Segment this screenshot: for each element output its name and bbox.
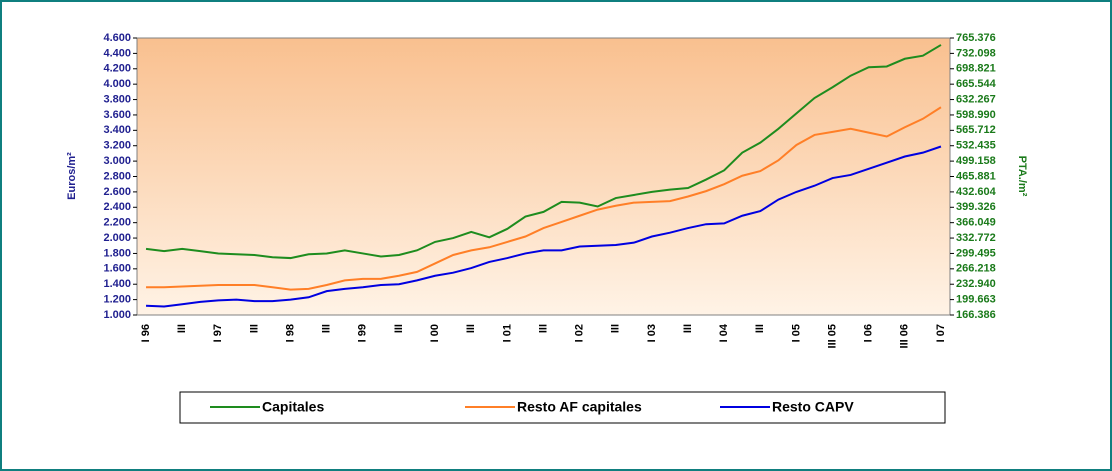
x-tick-label: I 02 bbox=[574, 324, 586, 342]
x-tick-label: I 04 bbox=[718, 323, 730, 342]
y-tick-label: 4.000 bbox=[103, 78, 131, 90]
x-tick-label: III bbox=[321, 324, 333, 333]
y-tick-label: 1.200 bbox=[103, 294, 131, 306]
y-tick-label: 4.600 bbox=[103, 32, 131, 44]
x-tick-label: I 96 bbox=[140, 324, 152, 342]
legend-label: Resto CAPV bbox=[772, 399, 854, 415]
y2-tick-label: 465.881 bbox=[956, 170, 996, 182]
y2-tick-label: 598.990 bbox=[956, 109, 996, 121]
line bbox=[145, 44, 942, 260]
y-tick-label: 1.000 bbox=[103, 309, 131, 321]
y-tick-label: 3.800 bbox=[103, 93, 131, 105]
y-tick-label: 1.400 bbox=[103, 278, 131, 290]
y-tick-label: 3.600 bbox=[103, 109, 131, 121]
x-tick-label: I 01 bbox=[501, 324, 513, 342]
y-tick-label: 2.200 bbox=[103, 217, 131, 229]
y-tick-label: 1.800 bbox=[103, 247, 131, 259]
y-tick-label: 3.000 bbox=[103, 155, 131, 167]
y-tick-label: 2.800 bbox=[103, 170, 131, 182]
y2-axis-title: PTA./m² bbox=[1016, 156, 1028, 197]
legend-label: Capitales bbox=[262, 399, 324, 415]
x-tick-label: III bbox=[176, 324, 188, 333]
y2-tick-label: 199.663 bbox=[956, 294, 996, 306]
y2-tick-label: 166.386 bbox=[956, 309, 996, 321]
x-tick-label: I 98 bbox=[284, 324, 296, 342]
x-tick-label: I 99 bbox=[357, 324, 369, 342]
x-tick-label: III 06 bbox=[899, 324, 911, 348]
y2-tick-label: 266.218 bbox=[956, 263, 996, 275]
legend-box bbox=[179, 391, 946, 424]
y-tick-label: 2.000 bbox=[103, 232, 131, 244]
y2-tick-label: 698.821 bbox=[956, 63, 996, 75]
x-tick-label: III bbox=[537, 324, 549, 333]
legend-label: Resto AF capitales bbox=[517, 399, 642, 415]
y-tick-label: 4.200 bbox=[103, 63, 131, 75]
y2-tick-label: 732.098 bbox=[956, 47, 996, 59]
y2-tick-label: 632.267 bbox=[956, 93, 996, 105]
x-tick-label: III bbox=[465, 324, 477, 333]
y2-tick-label: 432.604 bbox=[956, 186, 997, 198]
x-tick-label: I 07 bbox=[935, 324, 947, 342]
x-tick-label: III bbox=[682, 324, 694, 333]
y2-tick-label: 565.712 bbox=[956, 124, 996, 136]
y2-tick-label: 665.544 bbox=[956, 78, 997, 90]
y-tick-label: 1.600 bbox=[103, 263, 131, 275]
x-tick-label: III bbox=[248, 324, 260, 333]
y-tick-label: 2.400 bbox=[103, 201, 131, 213]
x-tick-label: III bbox=[393, 324, 405, 333]
plot-area bbox=[136, 37, 951, 316]
y2-tick-label: 232.940 bbox=[956, 278, 996, 290]
y-tick-label: 3.400 bbox=[103, 124, 131, 136]
x-tick-label: I 06 bbox=[863, 324, 875, 342]
line bbox=[146, 106, 942, 291]
x-tick-label: I 97 bbox=[212, 324, 224, 342]
y2-tick-label: 332.772 bbox=[956, 232, 996, 244]
x-tick-label: III bbox=[754, 324, 766, 333]
y2-tick-label: 366.049 bbox=[956, 217, 996, 229]
y2-tick-label: 299.495 bbox=[956, 247, 996, 259]
x-tick-label: I 00 bbox=[429, 324, 441, 342]
y-tick-label: 3.200 bbox=[103, 140, 131, 152]
x-tick-label: III 05 bbox=[826, 324, 838, 348]
y2-tick-label: 765.376 bbox=[956, 32, 996, 44]
y-tick-label: 4.400 bbox=[103, 47, 131, 59]
x-tick-label: I 05 bbox=[790, 324, 802, 342]
y-axis-title: Euros/m² bbox=[66, 152, 78, 200]
line bbox=[145, 145, 942, 308]
y2-tick-label: 499.158 bbox=[956, 155, 996, 167]
y2-tick-label: 532.435 bbox=[956, 140, 996, 152]
x-tick-label: I 03 bbox=[646, 324, 658, 342]
x-tick-label: III bbox=[610, 324, 622, 333]
y-tick-label: 2.600 bbox=[103, 186, 131, 198]
y2-tick-label: 399.326 bbox=[956, 201, 996, 213]
